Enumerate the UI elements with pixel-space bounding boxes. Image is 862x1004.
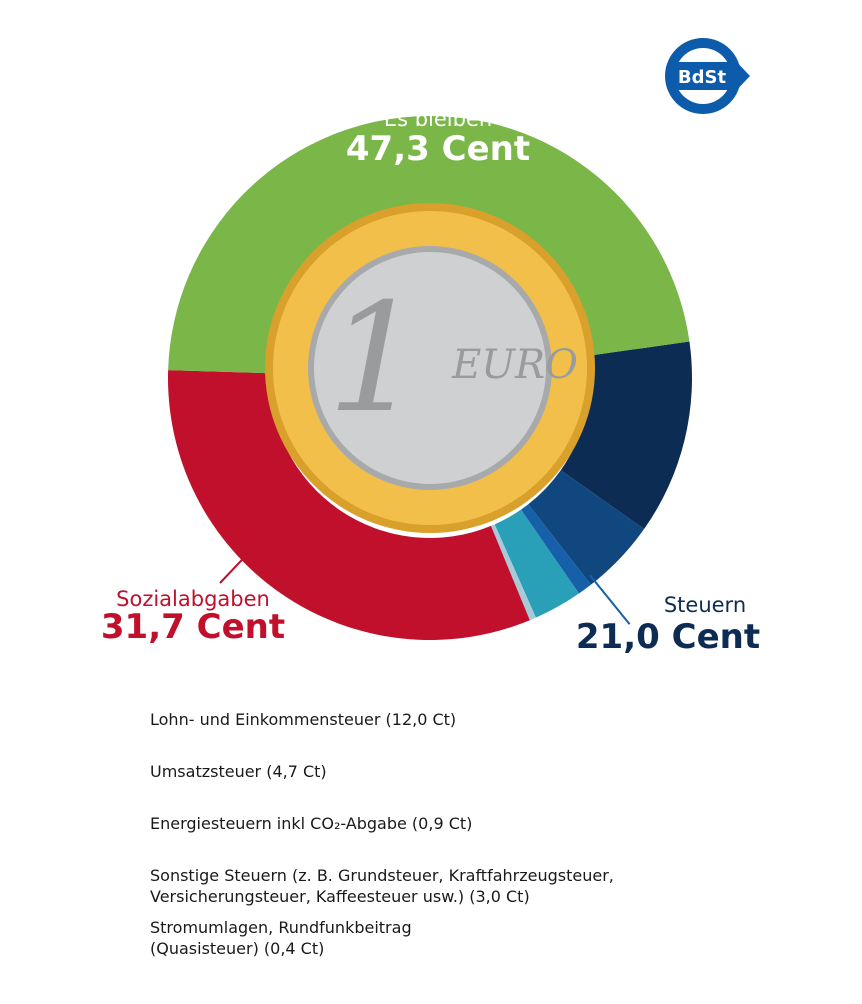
logo-text: BdSt	[678, 67, 727, 88]
legend-label: Lohn- und Einkommensteuer (12,0 Ct)	[150, 710, 457, 729]
legend-label: Sonstige Steuern (z. B. Grundsteuer, Kra…	[150, 866, 614, 906]
slice	[168, 370, 530, 641]
slice-value-label: 31,7 Cent	[101, 607, 285, 647]
slice	[494, 509, 579, 618]
legend-label: Stromumlagen, Rundfunkbeitrag (Quasisteu…	[150, 918, 412, 958]
coin: 1 EURO	[265, 203, 595, 533]
slice	[528, 470, 645, 585]
group-leader	[589, 574, 631, 625]
logo: BdSt	[665, 38, 750, 114]
legend-label: Energiesteuern inkl CO₂-Abgabe (0,9 Ct)	[150, 814, 473, 833]
group-value-label: 21,0 Cent	[576, 617, 760, 657]
slice-label: Sozialabgaben	[116, 587, 270, 611]
slice	[520, 504, 591, 594]
slice-value-label: 47,3 Cent	[346, 129, 530, 169]
group-label: Steuern	[664, 593, 746, 617]
slice	[490, 524, 536, 621]
legend-label: Umsatzsteuer (4,7 Ct)	[150, 762, 327, 781]
coin-word: EURO	[451, 342, 578, 388]
slice	[168, 115, 690, 374]
coin-numeral: 1	[327, 272, 422, 446]
leader-line	[219, 544, 257, 584]
slice-label: Es bleiben	[384, 107, 492, 131]
